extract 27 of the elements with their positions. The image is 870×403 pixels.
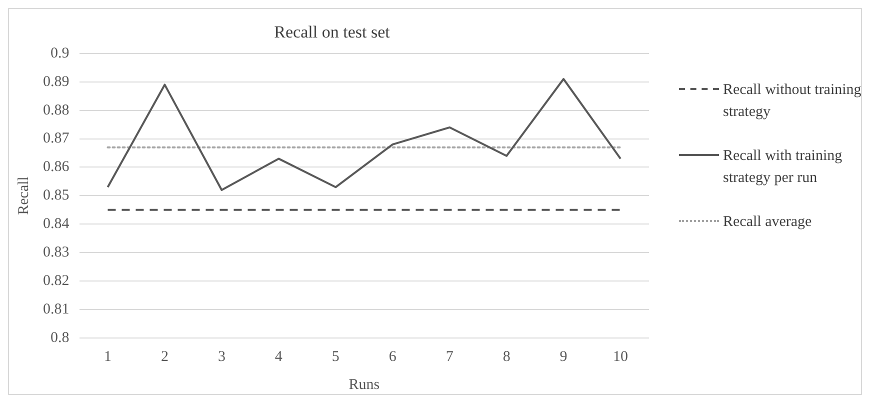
x-tick-label: 5: [332, 348, 340, 365]
x-tick-label: 10: [613, 348, 628, 365]
x-tick-label: 9: [560, 348, 568, 365]
y-tick-label: 0.82: [43, 273, 70, 290]
chart-title: Recall on test set: [274, 22, 390, 42]
x-axis-title: Runs: [348, 376, 380, 393]
x-tick-label: 8: [502, 348, 510, 365]
x-tick-label: 1: [104, 348, 112, 365]
x-tick-label: 6: [388, 348, 397, 365]
legend-label: Recall without training strategy: [723, 81, 862, 122]
y-tick-label: 0.84: [43, 216, 70, 232]
y-tick-label: 0.89: [43, 74, 70, 90]
x-tick-label: 7: [446, 348, 454, 365]
y-tick-label: 0.81: [43, 301, 70, 318]
y-tick-label: 0.83: [43, 244, 70, 261]
y-tick-label: 0.9: [50, 45, 70, 62]
y-tick-label: 0.88: [43, 102, 70, 118]
x-tick-label: 4: [274, 348, 283, 365]
legend-label: Recall average: [723, 213, 812, 232]
legend-label: Recall with training strategy per run: [723, 147, 844, 188]
x-tick-label: 3: [218, 348, 226, 365]
y-tick-label: 0.85: [43, 188, 70, 204]
y-tick-label: 0.86: [43, 159, 70, 176]
y-axis-title: Recall: [16, 176, 32, 215]
y-tick-label: 0.8: [50, 330, 70, 346]
y-tick-label: 0.87: [43, 130, 70, 147]
x-tick-label: 2: [160, 348, 168, 365]
